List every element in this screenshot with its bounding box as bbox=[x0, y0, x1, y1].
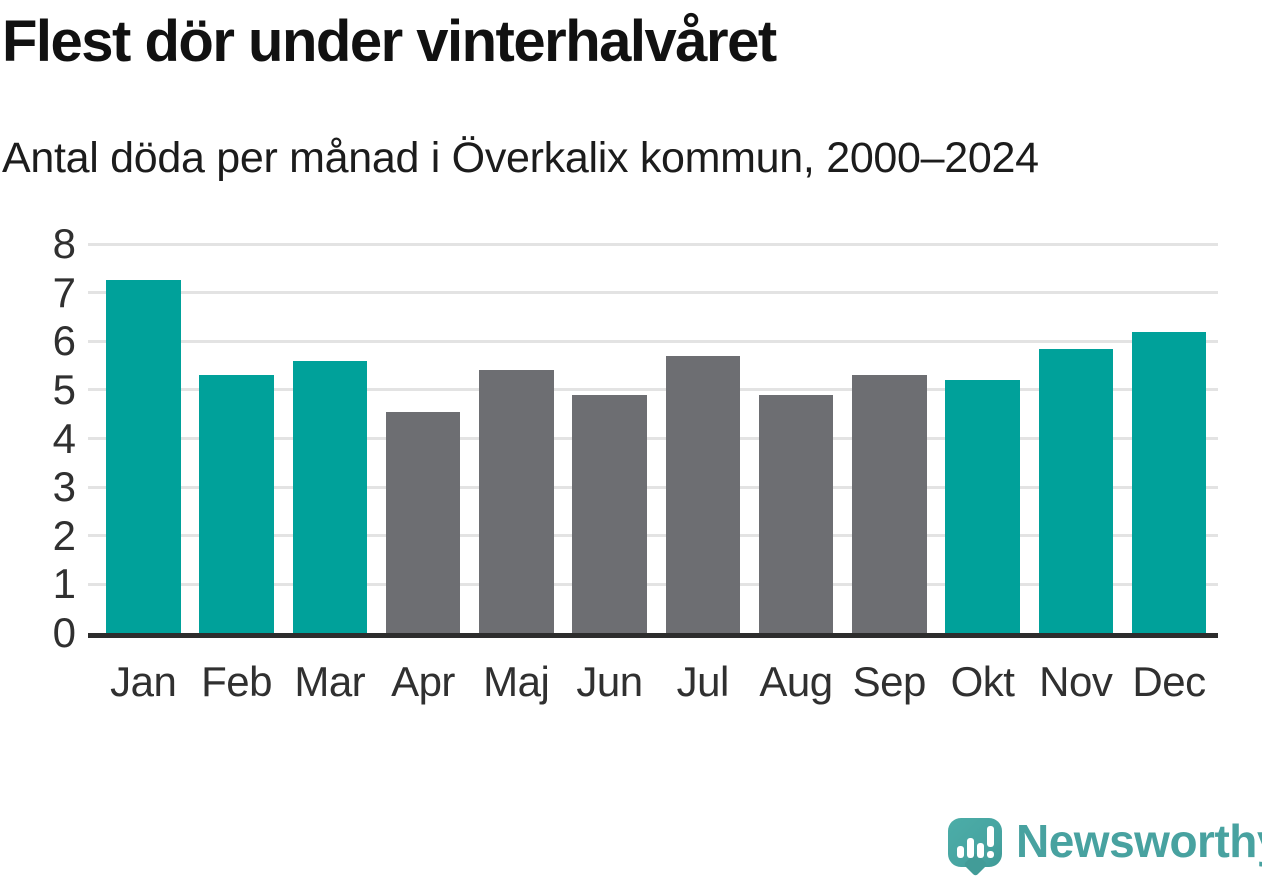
y-axis-label-0: 0 bbox=[52, 609, 76, 656]
bar-dec bbox=[1131, 331, 1207, 633]
x-axis-line bbox=[88, 633, 1218, 638]
bar-feb bbox=[199, 375, 274, 633]
logo-exclamation-dot bbox=[987, 851, 994, 858]
logo-bar-3 bbox=[977, 843, 984, 858]
gridline-y3 bbox=[88, 485, 1218, 489]
gridline-y5 bbox=[88, 388, 1218, 392]
gridline-y2 bbox=[88, 534, 1218, 538]
gridline-y6 bbox=[88, 339, 1218, 343]
gridline-y1 bbox=[88, 582, 1218, 586]
chart-title: Flest dör under vinterhalvåret bbox=[2, 9, 777, 74]
y-axis-label-4: 4 bbox=[52, 414, 76, 462]
gridline-y8 bbox=[88, 242, 1218, 246]
x-axis-label-sep: Sep bbox=[852, 658, 927, 705]
x-axis-label-okt: Okt bbox=[950, 658, 1015, 705]
bar-mar bbox=[292, 360, 367, 633]
y-axis-label-8: 8 bbox=[52, 220, 76, 267]
y-axis-label-1: 1 bbox=[52, 560, 76, 608]
speech-bubble-bar-chart-exclamation-icon bbox=[948, 818, 1002, 877]
bar-okt bbox=[945, 380, 1020, 633]
bar-apr bbox=[385, 411, 461, 633]
x-axis-label-jan: Jan bbox=[110, 658, 177, 705]
x-axis-label-maj: Maj bbox=[483, 658, 550, 705]
bar-jul bbox=[665, 355, 740, 633]
bar-aug bbox=[758, 394, 834, 633]
logo-bar-1 bbox=[957, 846, 964, 858]
bar-jan bbox=[106, 280, 181, 633]
y-axis-label-3: 3 bbox=[52, 463, 76, 511]
x-axis-label-nov: Nov bbox=[1039, 658, 1113, 705]
x-axis-label-jun: Jun bbox=[576, 658, 643, 705]
y-axis-label-5: 5 bbox=[52, 365, 76, 413]
bar-maj bbox=[479, 370, 554, 633]
gridline-y7 bbox=[88, 291, 1218, 295]
bar-nov bbox=[1038, 348, 1113, 633]
x-axis-label-mar: Mar bbox=[294, 658, 366, 705]
logo-bar-2 bbox=[967, 838, 974, 858]
y-axis-label-7: 7 bbox=[52, 268, 76, 316]
x-axis-label-dec: Dec bbox=[1132, 658, 1206, 705]
x-axis-label-jul: Jul bbox=[676, 658, 730, 705]
y-axis-label-2: 2 bbox=[52, 511, 76, 559]
chart-subtitle: Antal döda per månad i Överkalix kommun,… bbox=[2, 134, 1039, 182]
logo-exclamation-stem bbox=[987, 826, 994, 847]
x-axis-label-aug: Aug bbox=[759, 658, 833, 705]
plot-area bbox=[88, 242, 1218, 633]
brand-name: Newsworthy bbox=[1016, 815, 1262, 867]
x-axis-label-feb: Feb bbox=[201, 658, 272, 705]
gridline-y4 bbox=[88, 437, 1218, 440]
y-axis-label-6: 6 bbox=[52, 317, 76, 365]
bar-jun bbox=[572, 394, 647, 633]
x-axis-label-apr: Apr bbox=[391, 658, 455, 705]
bar-sep bbox=[852, 375, 927, 633]
